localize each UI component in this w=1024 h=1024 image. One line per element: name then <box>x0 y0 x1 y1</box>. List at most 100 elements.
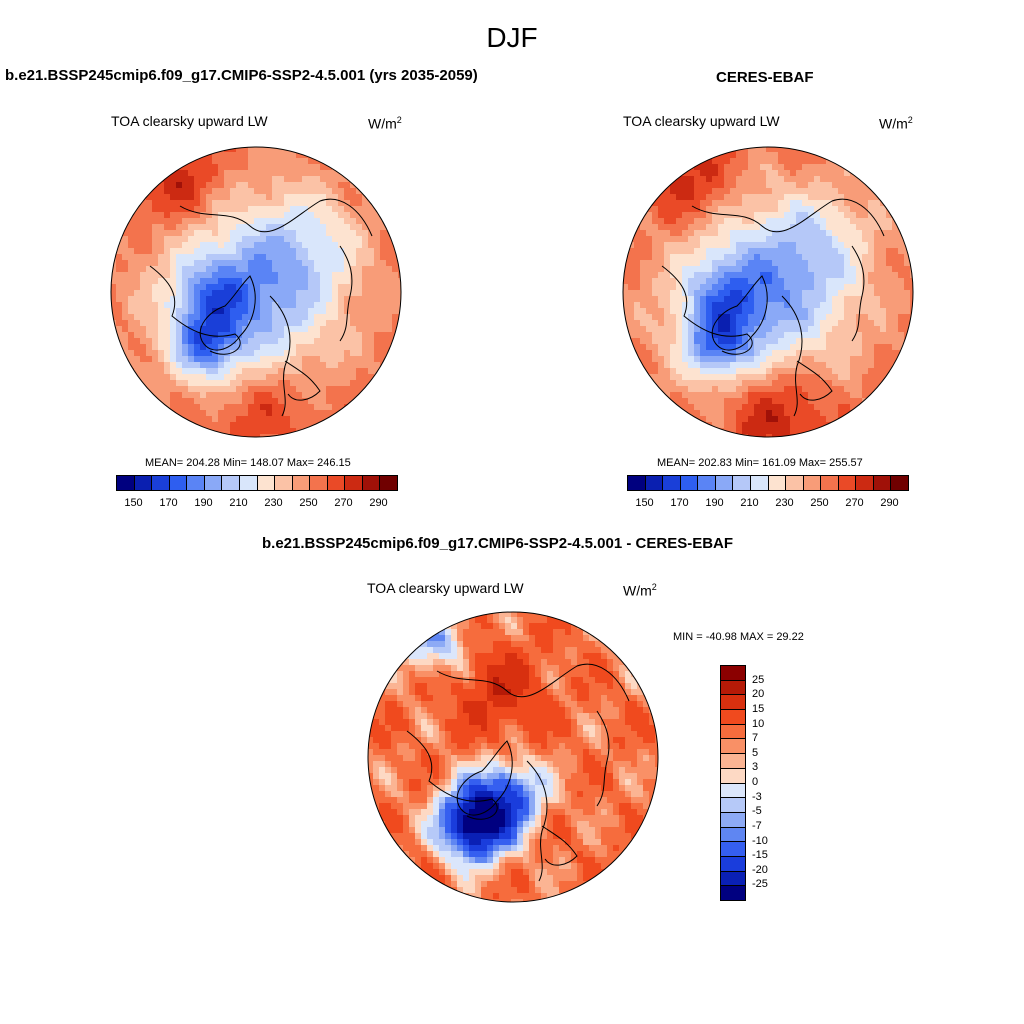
colorbar-swatch <box>628 476 646 490</box>
colorbar-swatch <box>169 476 188 490</box>
colorbar-swatch <box>721 754 745 769</box>
colorbar-tick-label: 3 <box>752 761 759 774</box>
obs-variable-label: TOA clearsky upward LW <box>623 113 780 129</box>
colorbar-swatch <box>680 476 699 490</box>
colorbar-swatch <box>380 476 397 490</box>
colorbar-swatch <box>721 812 745 828</box>
diff-panel-title: b.e21.BSSP245cmip6.f09_g17.CMIP6-SSP2-4.… <box>262 535 734 552</box>
season-title: DJF <box>486 22 538 53</box>
colorbar-swatch <box>721 886 745 900</box>
colorbar-swatch <box>134 476 153 490</box>
colorbar-swatch <box>803 476 822 490</box>
model-colorbar-ticks: 150 170 190 210 230 250 270 290 <box>116 497 396 511</box>
colorbar-tick-label: -5 <box>752 805 762 818</box>
colorbar-swatch <box>327 476 346 490</box>
colorbar-tick-label: 170 <box>670 497 689 509</box>
colorbar-swatch <box>721 827 745 843</box>
colorbar-swatch <box>362 476 381 490</box>
colorbar-tick-label: 250 <box>299 497 318 509</box>
colorbar-tick-label: 270 <box>334 497 353 509</box>
model-panel-title: b.e21.BSSP245cmip6.f09_g17.CMIP6-SSP2-4.… <box>5 67 478 84</box>
colorbar-swatch <box>187 476 205 490</box>
colorbar-swatch <box>310 476 328 490</box>
colorbar-swatch <box>873 476 892 490</box>
colorbar-tick-label: 150 <box>124 497 143 509</box>
colorbar-tick-label: 210 <box>740 497 759 509</box>
colorbar-tick-label: 10 <box>752 717 765 730</box>
colorbar-swatch <box>721 724 745 740</box>
colorbar-tick-label: -20 <box>752 863 768 876</box>
colorbar-swatch <box>786 476 804 490</box>
colorbar-tick-label: -10 <box>752 834 768 847</box>
map-border <box>367 611 659 903</box>
colorbar-tick-label: -7 <box>752 819 762 832</box>
obs-colorbar <box>627 475 909 491</box>
colorbar-swatch <box>750 476 769 490</box>
colorbar-swatch <box>768 476 787 490</box>
model-colorbar <box>116 475 398 491</box>
colorbar-tick-label: 0 <box>752 776 759 788</box>
colorbar-swatch <box>721 710 745 725</box>
diff-colorbar <box>720 665 746 901</box>
model-units-label: W/m2 <box>368 115 402 132</box>
colorbar-swatch <box>645 476 664 490</box>
diff-variable-label: TOA clearsky upward LW <box>367 580 524 596</box>
colorbar-swatch <box>721 666 745 681</box>
obs-stats: MEAN= 202.83 Min= 161.09 Max= 255.57 <box>657 457 863 469</box>
colorbar-swatch <box>257 476 276 490</box>
colorbar-tick-label: 290 <box>369 497 388 509</box>
colorbar-tick-label: -25 <box>752 878 768 891</box>
colorbar-swatch <box>838 476 857 490</box>
colorbar-swatch <box>721 680 745 696</box>
colorbar-tick-label: -3 <box>752 790 762 803</box>
colorbar-tick-label: 7 <box>752 732 759 745</box>
colorbar-swatch <box>721 842 745 857</box>
diff-units-label: W/m2 <box>623 582 657 599</box>
colorbar-tick-label: -15 <box>752 849 768 862</box>
model-stats: MEAN= 204.28 Min= 148.07 Max= 246.15 <box>145 457 351 469</box>
obs-colorbar-ticks: 150 170 190 210 230 250 270 290 <box>627 497 907 511</box>
coastline <box>661 198 885 417</box>
colorbar-swatch <box>698 476 716 490</box>
colorbar-tick-label: 150 <box>635 497 654 509</box>
model-variable-label: TOA clearsky upward LW <box>111 113 268 129</box>
colorbar-swatch <box>856 476 874 490</box>
colorbar-tick-label: 25 <box>752 673 765 686</box>
colorbar-swatch <box>821 476 839 490</box>
obs-units-label: W/m2 <box>879 115 913 132</box>
coastline <box>406 663 630 882</box>
obs-panel-title: CERES-EBAF <box>716 69 814 86</box>
colorbar-tick-label: 230 <box>775 497 794 509</box>
diff-colorbar-ticks: 25 20 15 10 7 5 3 0 -3 -5 -7 -10 -15 -20 -25 <box>720 665 780 899</box>
obs-polar-map <box>622 146 914 438</box>
colorbar-tick-label: 210 <box>229 497 248 509</box>
colorbar-swatch <box>345 476 363 490</box>
colorbar-tick-label: 170 <box>159 497 178 509</box>
colorbar-swatch <box>721 739 745 755</box>
colorbar-tick-label: 20 <box>752 688 765 701</box>
colorbar-tick-label: 190 <box>705 497 724 509</box>
colorbar-swatch <box>733 476 751 490</box>
colorbar-tick-label: 5 <box>752 746 759 759</box>
colorbar-swatch <box>663 476 681 490</box>
colorbar-swatch <box>222 476 240 490</box>
colorbar-swatch <box>152 476 170 490</box>
colorbar-tick-label: 15 <box>752 702 765 715</box>
colorbar-swatch <box>239 476 258 490</box>
colorbar-swatch <box>721 783 745 799</box>
colorbar-swatch <box>721 695 745 711</box>
colorbar-swatch <box>721 798 745 813</box>
colorbar-swatch <box>891 476 908 490</box>
colorbar-tick-label: 190 <box>194 497 213 509</box>
colorbar-tick-label: 290 <box>880 497 899 509</box>
diff-polar-map <box>367 611 659 903</box>
colorbar-swatch <box>275 476 293 490</box>
colorbar-swatch <box>117 476 135 490</box>
colorbar-swatch <box>204 476 223 490</box>
colorbar-swatch <box>292 476 311 490</box>
field-shading <box>368 612 658 902</box>
colorbar-tick-label: 250 <box>810 497 829 509</box>
colorbar-tick-label: 230 <box>264 497 283 509</box>
coastline <box>149 198 373 417</box>
model-polar-map <box>110 146 402 438</box>
